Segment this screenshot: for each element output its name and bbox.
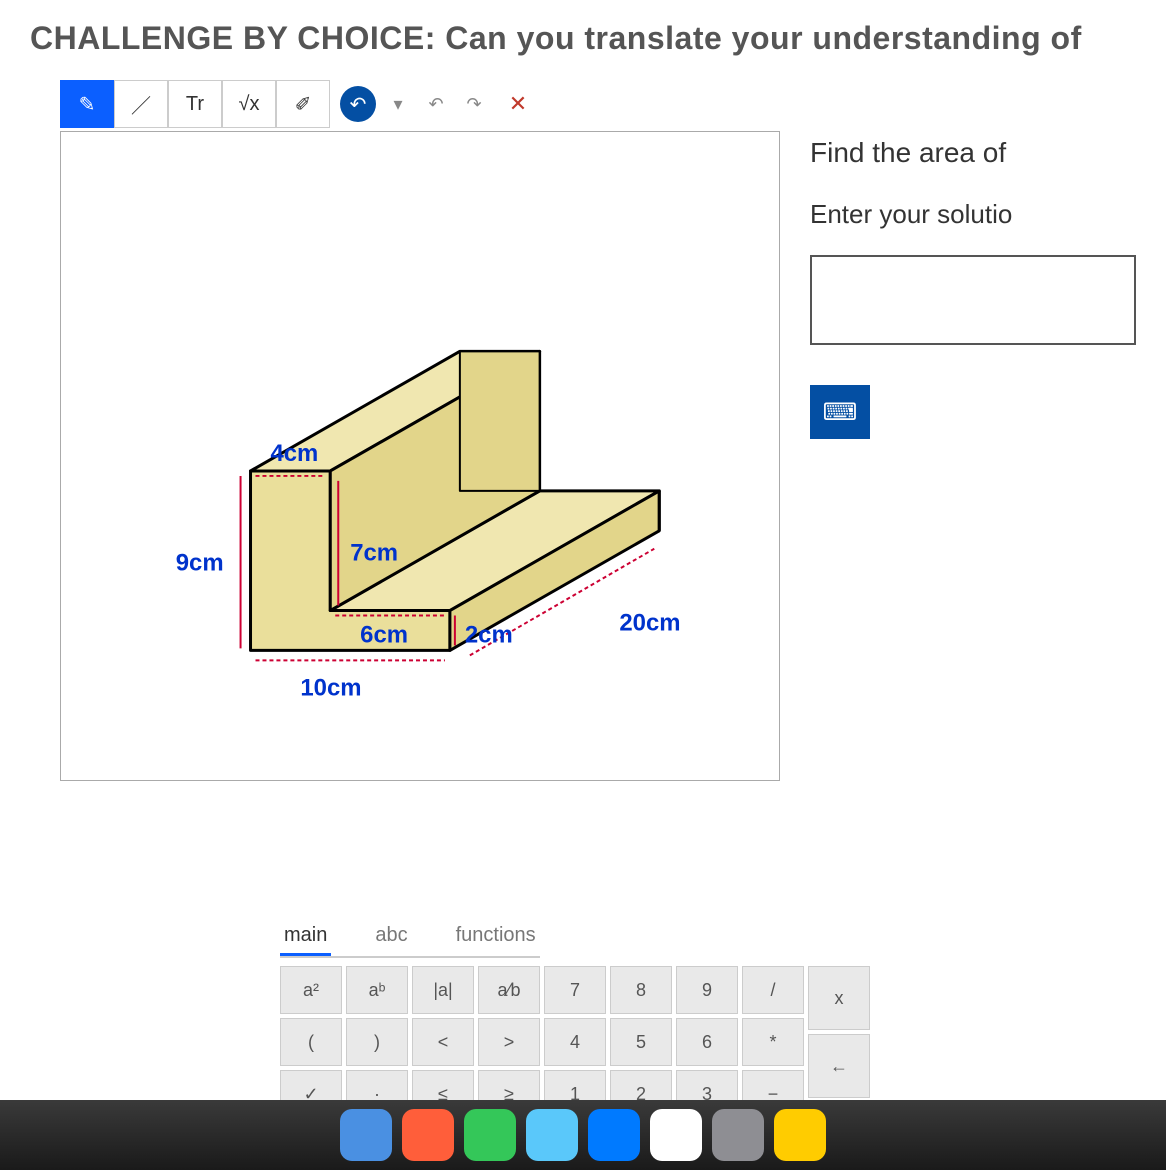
key-5[interactable]: 5 bbox=[610, 1018, 672, 1066]
instruction-text: Enter your solutio bbox=[810, 199, 1136, 230]
key-/[interactable]: / bbox=[742, 966, 804, 1014]
dock-app-0[interactable] bbox=[340, 1109, 392, 1161]
key-a²[interactable]: a² bbox=[280, 966, 342, 1014]
eraser-tool[interactable]: ✐ bbox=[276, 80, 330, 128]
answer-input[interactable] bbox=[810, 255, 1136, 345]
macos-dock bbox=[0, 1100, 1166, 1170]
key-([interactable]: ( bbox=[280, 1018, 342, 1066]
figure-svg: 4cm 7cm 6cm 2cm 9cm 10cm 20cm bbox=[61, 132, 779, 780]
key-6[interactable]: 6 bbox=[676, 1018, 738, 1066]
key-7[interactable]: 7 bbox=[544, 966, 606, 1014]
key-9[interactable]: 9 bbox=[676, 966, 738, 1014]
dim-10cm: 10cm bbox=[300, 674, 361, 701]
key-8[interactable]: 8 bbox=[610, 966, 672, 1014]
key-aᵇ[interactable]: aᵇ bbox=[346, 966, 408, 1014]
page-heading: CHALLENGE BY CHOICE: Can you translate y… bbox=[0, 0, 1166, 77]
undo-button[interactable]: ↶ bbox=[420, 88, 452, 120]
dim-7cm: 7cm bbox=[350, 540, 398, 567]
dim-4cm: 4cm bbox=[270, 440, 318, 467]
drawing-canvas[interactable]: 4cm 7cm 6cm 2cm 9cm 10cm 20cm bbox=[60, 131, 780, 781]
dock-app-6[interactable] bbox=[712, 1109, 764, 1161]
dim-6cm: 6cm bbox=[360, 621, 408, 648]
math-tool[interactable]: √x bbox=[222, 80, 276, 128]
dim-9cm: 9cm bbox=[176, 550, 224, 577]
tab-functions[interactable]: functions bbox=[452, 918, 540, 956]
hand-tool[interactable]: ↶ bbox=[340, 86, 376, 122]
dock-app-2[interactable] bbox=[464, 1109, 516, 1161]
drawing-toolbar: ✎ ／ Tr √x ✐ ↶ ▾ ↶ ↷ ✕ bbox=[60, 77, 780, 131]
key-x[interactable]: x bbox=[808, 966, 870, 1030]
question-prompt: Find the area of bbox=[810, 137, 1136, 169]
tab-main[interactable]: main bbox=[280, 918, 331, 956]
key-)[interactable]: ) bbox=[346, 1018, 408, 1066]
dim-20cm: 20cm bbox=[619, 609, 680, 636]
keyboard-icon[interactable]: ⌨ bbox=[810, 385, 870, 439]
pen-tool[interactable]: ✎ bbox=[60, 80, 114, 128]
key-a⁄b[interactable]: a⁄b bbox=[478, 966, 540, 1014]
key->[interactable]: > bbox=[478, 1018, 540, 1066]
dock-app-4[interactable] bbox=[588, 1109, 640, 1161]
dock-app-5[interactable] bbox=[650, 1109, 702, 1161]
key-<[interactable]: < bbox=[412, 1018, 474, 1066]
key-*[interactable]: * bbox=[742, 1018, 804, 1066]
tab-abc[interactable]: abc bbox=[371, 918, 411, 956]
close-button[interactable]: ✕ bbox=[502, 88, 534, 120]
redo-button[interactable]: ↷ bbox=[458, 88, 490, 120]
key-|a|[interactable]: |a| bbox=[412, 966, 474, 1014]
dock-app-3[interactable] bbox=[526, 1109, 578, 1161]
dim-2cm: 2cm bbox=[465, 621, 513, 648]
key-4[interactable]: 4 bbox=[544, 1018, 606, 1066]
dock-app-1[interactable] bbox=[402, 1109, 454, 1161]
line-tool[interactable]: ／ bbox=[114, 80, 168, 128]
text-tool[interactable]: Tr bbox=[168, 80, 222, 128]
key-←[interactable]: ← bbox=[808, 1034, 870, 1098]
dock-app-7[interactable] bbox=[774, 1109, 826, 1161]
dropdown-icon[interactable]: ▾ bbox=[382, 88, 414, 120]
